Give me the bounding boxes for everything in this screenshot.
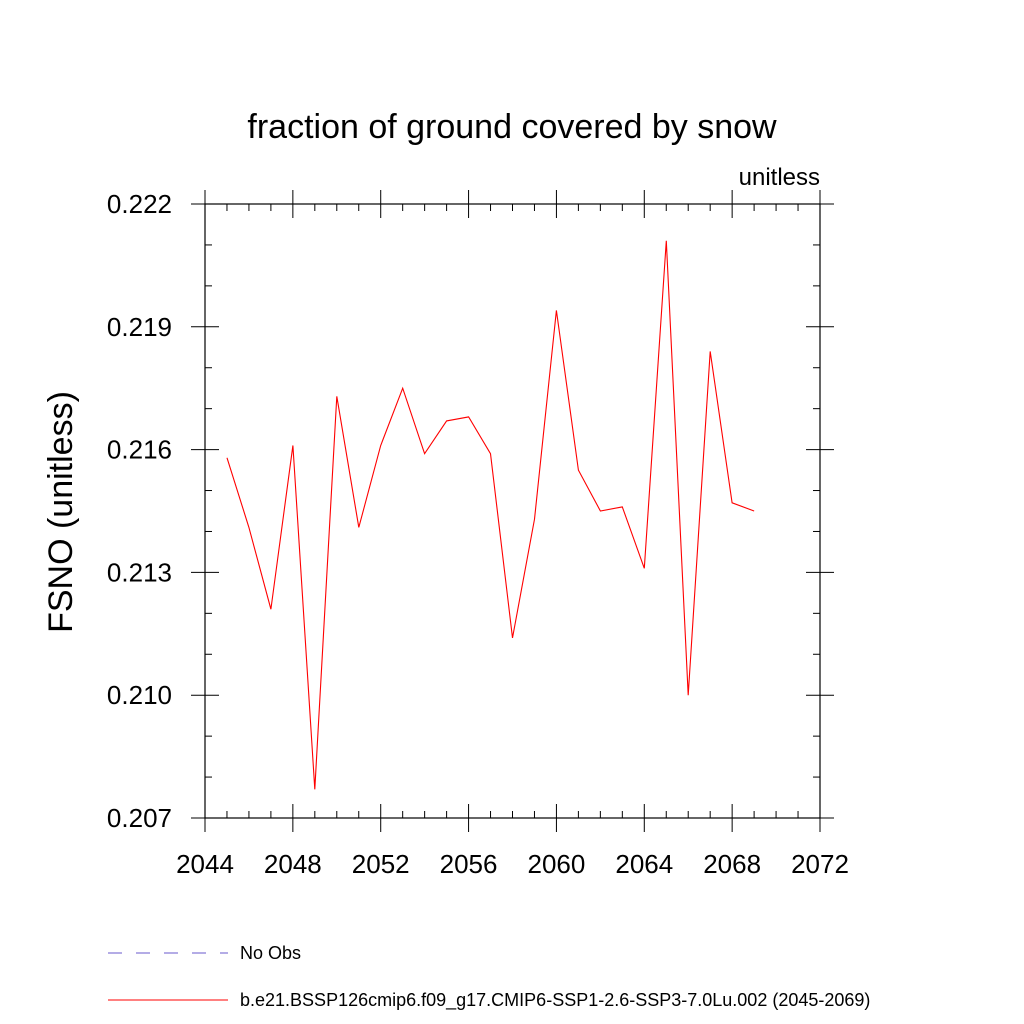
legend-label-no-obs: No Obs: [240, 943, 301, 963]
y-tick-label: 0.213: [107, 557, 172, 587]
x-tick-labels: 2044 2048 2052 2056 2060 2064 2068 2072: [176, 849, 849, 879]
units-label: unitless: [739, 164, 820, 191]
axis-ticks: [191, 190, 834, 832]
x-tick-label: 2072: [791, 849, 849, 879]
legend-label-model: b.e21.BSSP126cmip6.f09_g17.CMIP6-SSP1-2.…: [240, 990, 870, 1011]
y-tick-label: 0.210: [107, 680, 172, 710]
x-tick-label: 2044: [176, 849, 234, 879]
y-tick-label: 0.222: [107, 189, 172, 219]
x-tick-label: 2068: [703, 849, 761, 879]
x-tick-label: 2056: [440, 849, 498, 879]
y-tick-label: 0.216: [107, 435, 172, 465]
x-tick-label: 2048: [264, 849, 322, 879]
series-line: [226, 240, 755, 790]
plot-frame: [204, 203, 821, 819]
x-tick-label: 2052: [352, 849, 410, 879]
chart-title: fraction of ground covered by snow: [247, 108, 777, 146]
y-axis-label: FSNO (unitless): [42, 391, 80, 633]
series-layer: [226, 240, 755, 790]
x-tick-label: 2060: [528, 849, 586, 879]
x-tick-label: 2064: [615, 849, 673, 879]
y-tick-label: 0.207: [107, 803, 172, 833]
legend: No Obs b.e21.BSSP126cmip6.f09_g17.CMIP6-…: [108, 943, 870, 1011]
y-tick-label: 0.219: [107, 312, 172, 342]
y-tick-labels: 0.207 0.210 0.213 0.216 0.219 0.222: [107, 189, 172, 833]
